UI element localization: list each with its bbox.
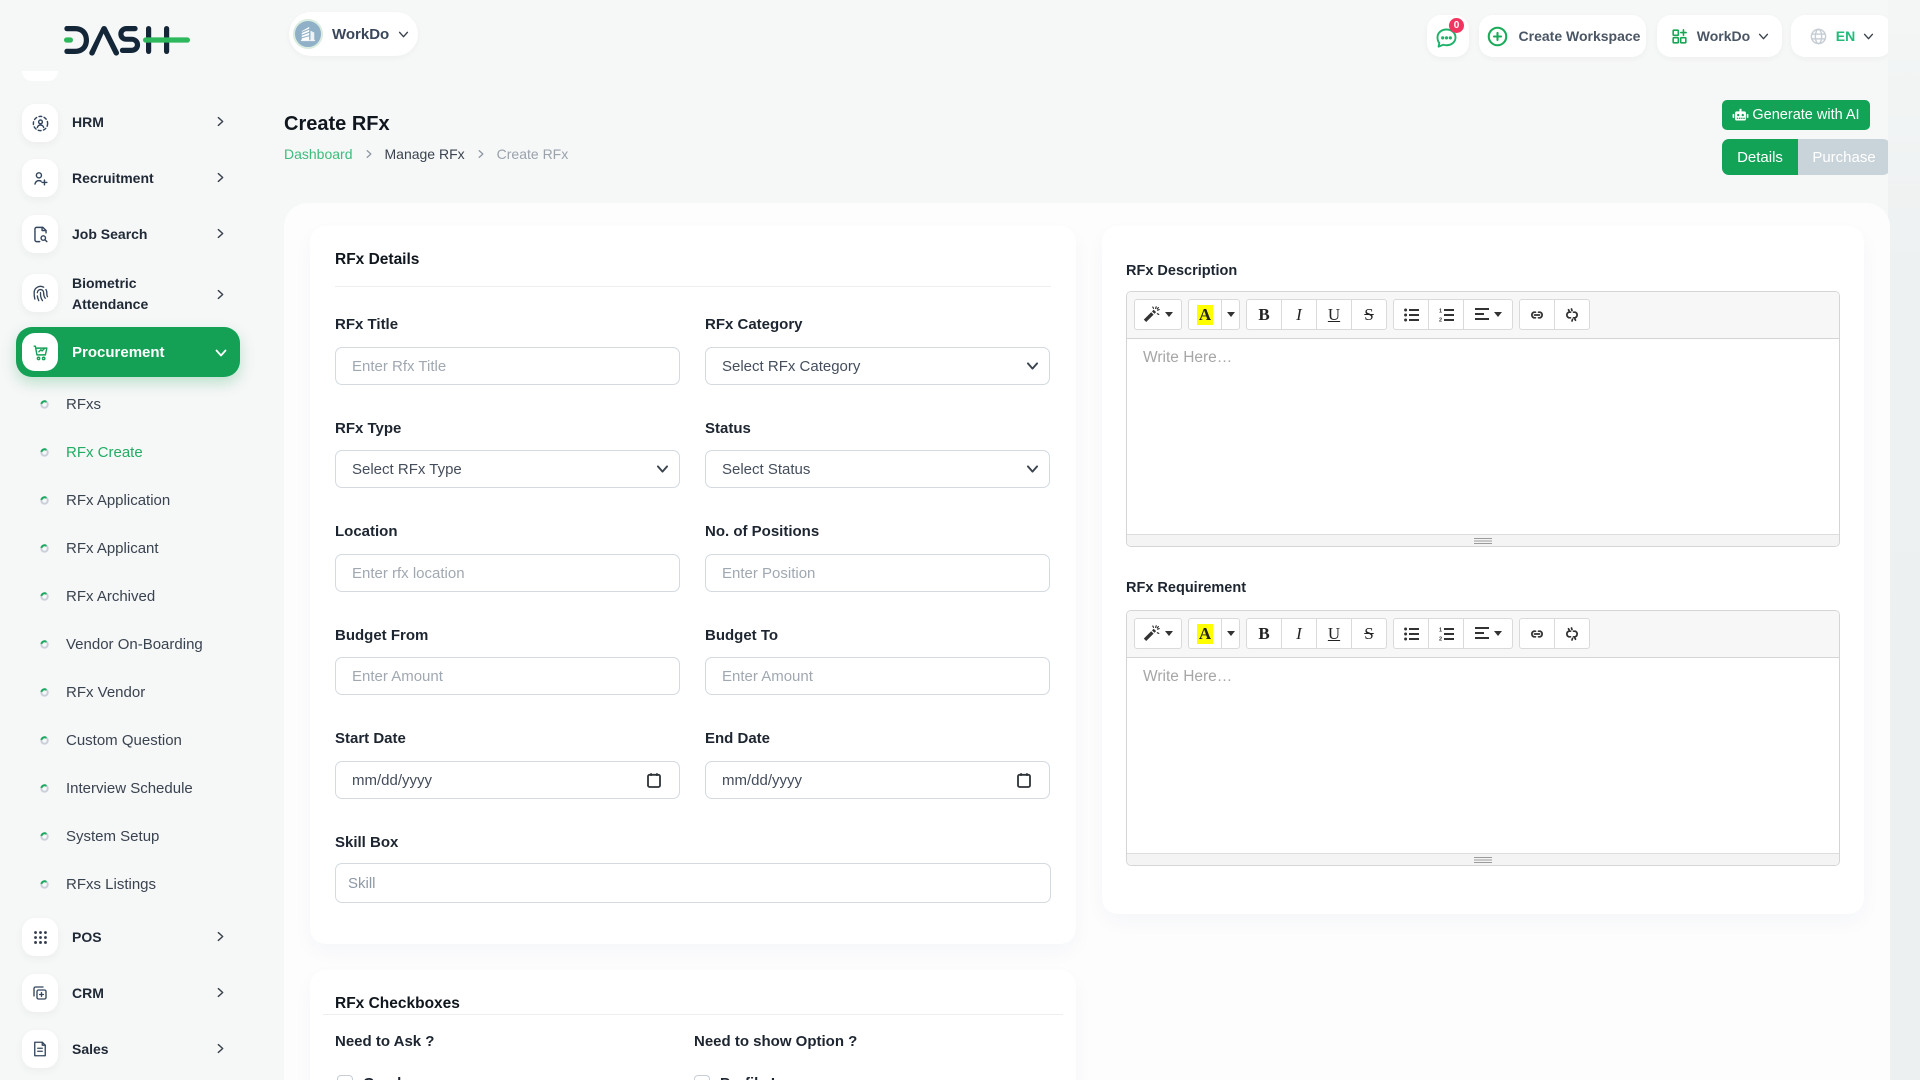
svg-text:2: 2: [1439, 317, 1442, 322]
svg-text:1: 1: [1439, 627, 1442, 633]
svg-text:1: 1: [1439, 308, 1442, 314]
svg-text:2: 2: [1439, 636, 1442, 641]
